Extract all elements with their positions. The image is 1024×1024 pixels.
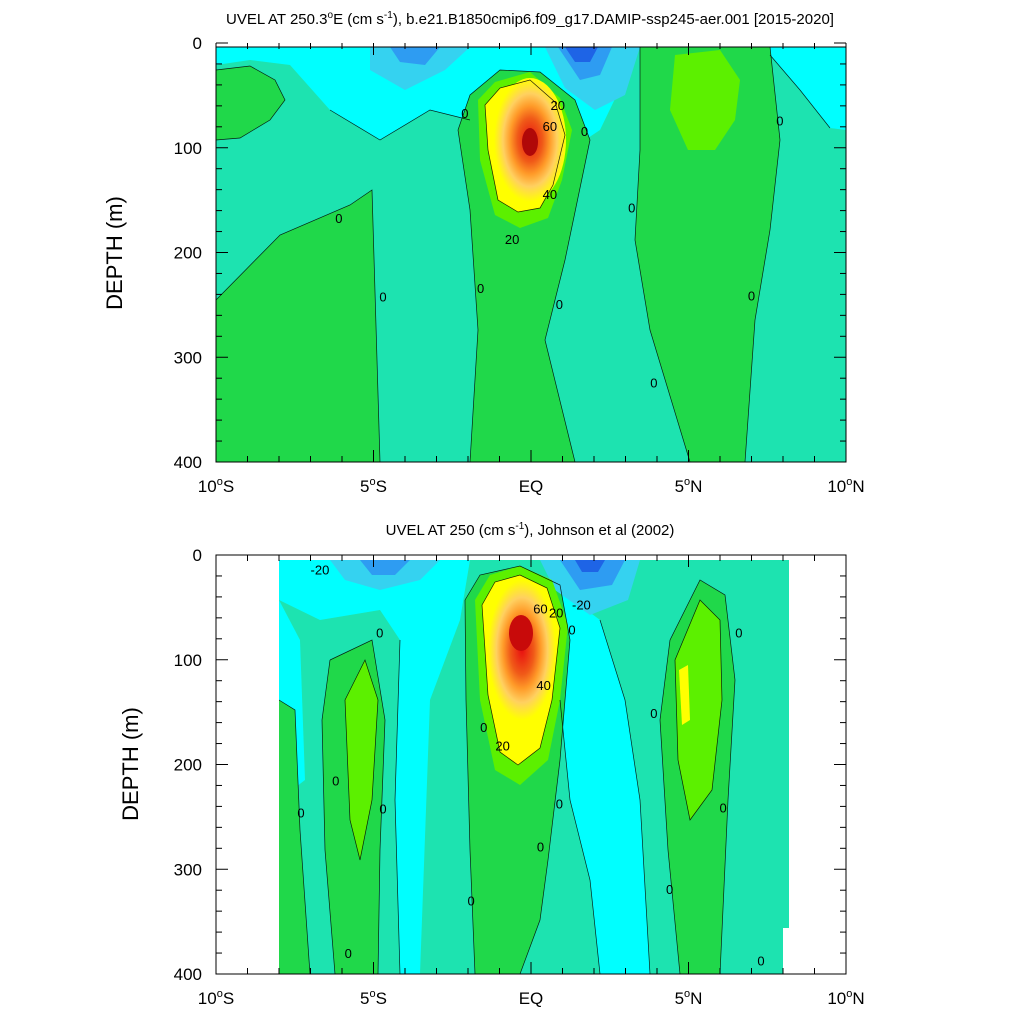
contour-label: 0 — [376, 626, 383, 641]
euc-core-max — [522, 128, 538, 156]
contour-label: 0 — [379, 802, 386, 817]
contour-label: 20 — [495, 739, 509, 754]
contour-fill-yellow — [679, 665, 690, 725]
contour-label: 40 — [536, 678, 550, 693]
contour-label: 60 — [543, 119, 557, 134]
contour-label: 0 — [720, 800, 727, 815]
contour-label: 0 — [735, 626, 742, 641]
contour-label: 0 — [556, 297, 563, 312]
contour-label: 0 — [379, 290, 386, 305]
contour-label: 0 — [581, 124, 588, 139]
contour-label: -20 — [572, 597, 591, 612]
contour-fill-bright-green — [670, 50, 740, 150]
bottom-contour-field — [279, 560, 789, 974]
contour-label: 0 — [650, 706, 657, 721]
contour-fill-deep-blue — [565, 47, 598, 62]
missing-data-mask — [783, 928, 791, 974]
top-x-axis: 10oS 5oS EQ 5oN 10oN — [198, 43, 865, 496]
contour-label: 20 — [549, 606, 563, 621]
y-tick-label: 400 — [174, 965, 202, 984]
bottom-panel-title: UVEL AT 250 (cm s-1), Johnson et al (200… — [386, 521, 675, 539]
top-panel-ylabel: DEPTH (m) — [102, 196, 127, 310]
contour-label: 0 — [480, 720, 487, 735]
x-tick-label: 10oS — [198, 476, 234, 496]
top-panel-title: UVEL AT 250.3oE (cm s-1), b.e21.B1850cmi… — [226, 10, 834, 28]
contour-label: 0 — [335, 211, 342, 226]
contour-label: 0 — [468, 894, 475, 909]
x-tick-label: 5oS — [360, 988, 387, 1008]
top-contour-field — [216, 47, 846, 462]
contour-lines — [216, 47, 831, 462]
x-tick-label: 5oN — [675, 476, 703, 496]
euc-core-max — [509, 615, 533, 651]
x-tick-label: EQ — [519, 477, 544, 496]
x-tick-label: 10oS — [198, 988, 234, 1008]
contour-label: 20 — [505, 232, 519, 247]
contour-lines — [279, 565, 736, 974]
contour-fill-cyan — [279, 560, 470, 974]
contour-label: 0 — [776, 114, 783, 129]
contour-fill-bright-green — [675, 600, 722, 820]
y-tick-label: 0 — [193, 546, 202, 565]
contour-fill-green — [635, 47, 780, 462]
contour-label: 0 — [537, 839, 544, 854]
contour-label: 0 — [568, 622, 575, 637]
contour-label: 0 — [477, 281, 484, 296]
x-tick-label: 5oS — [360, 476, 387, 496]
contour-fill-blue — [390, 47, 440, 65]
contour-fill-light-blue — [370, 47, 470, 90]
contour-label: 0 — [297, 806, 304, 821]
contour-label: 20 — [551, 98, 565, 113]
bottom-panel-ylabel: DEPTH (m) — [118, 707, 143, 821]
contour-label: 40 — [543, 187, 557, 202]
top-contour-labels: 0 20 60 0 0 0 0 40 20 0 0 0 0 0 — [335, 98, 783, 391]
y-tick-label: 200 — [174, 244, 202, 263]
y-tick-label: 300 — [174, 860, 202, 879]
y-tick-label: 300 — [174, 348, 202, 367]
contour-fill-blue — [360, 560, 410, 575]
x-tick-label: 5oN — [675, 988, 703, 1008]
contour-fill-green — [279, 700, 310, 974]
y-tick-label: 100 — [174, 139, 202, 158]
y-tick-label: 100 — [174, 651, 202, 670]
contour-label: 0 — [757, 953, 764, 968]
y-tick-label: 200 — [174, 756, 202, 775]
contour-fill-green — [216, 66, 285, 140]
contour-label: 0 — [628, 201, 635, 216]
bottom-panel: UVEL AT 250 (cm s-1), Johnson et al (200… — [118, 521, 865, 1008]
contour-label: 0 — [556, 796, 563, 811]
contour-label: 0 — [345, 946, 352, 961]
contour-fill-cyan — [560, 590, 650, 974]
bottom-x-axis: 10oS 5oS EQ 5oN 10oN — [198, 555, 865, 1008]
contour-label: 60 — [533, 601, 547, 616]
contour-fill-blue — [560, 560, 625, 590]
contour-label: 0 — [650, 375, 657, 390]
x-tick-label: 10oN — [827, 476, 864, 496]
contour-label: 0 — [332, 773, 339, 788]
contour-fill-green — [216, 190, 380, 462]
contour-fill-deep-blue — [575, 560, 605, 572]
x-tick-label: EQ — [519, 989, 544, 1008]
top-panel: UVEL AT 250.3oE (cm s-1), b.e21.B1850cmi… — [102, 10, 865, 496]
contour-label: 0 — [666, 882, 673, 897]
contour-label: -20 — [311, 563, 330, 578]
contour-label: 0 — [461, 106, 468, 121]
contour-label: 0 — [748, 288, 755, 303]
x-tick-label: 10oN — [827, 988, 864, 1008]
y-tick-label: 0 — [193, 34, 202, 53]
y-tick-label: 400 — [174, 453, 202, 472]
